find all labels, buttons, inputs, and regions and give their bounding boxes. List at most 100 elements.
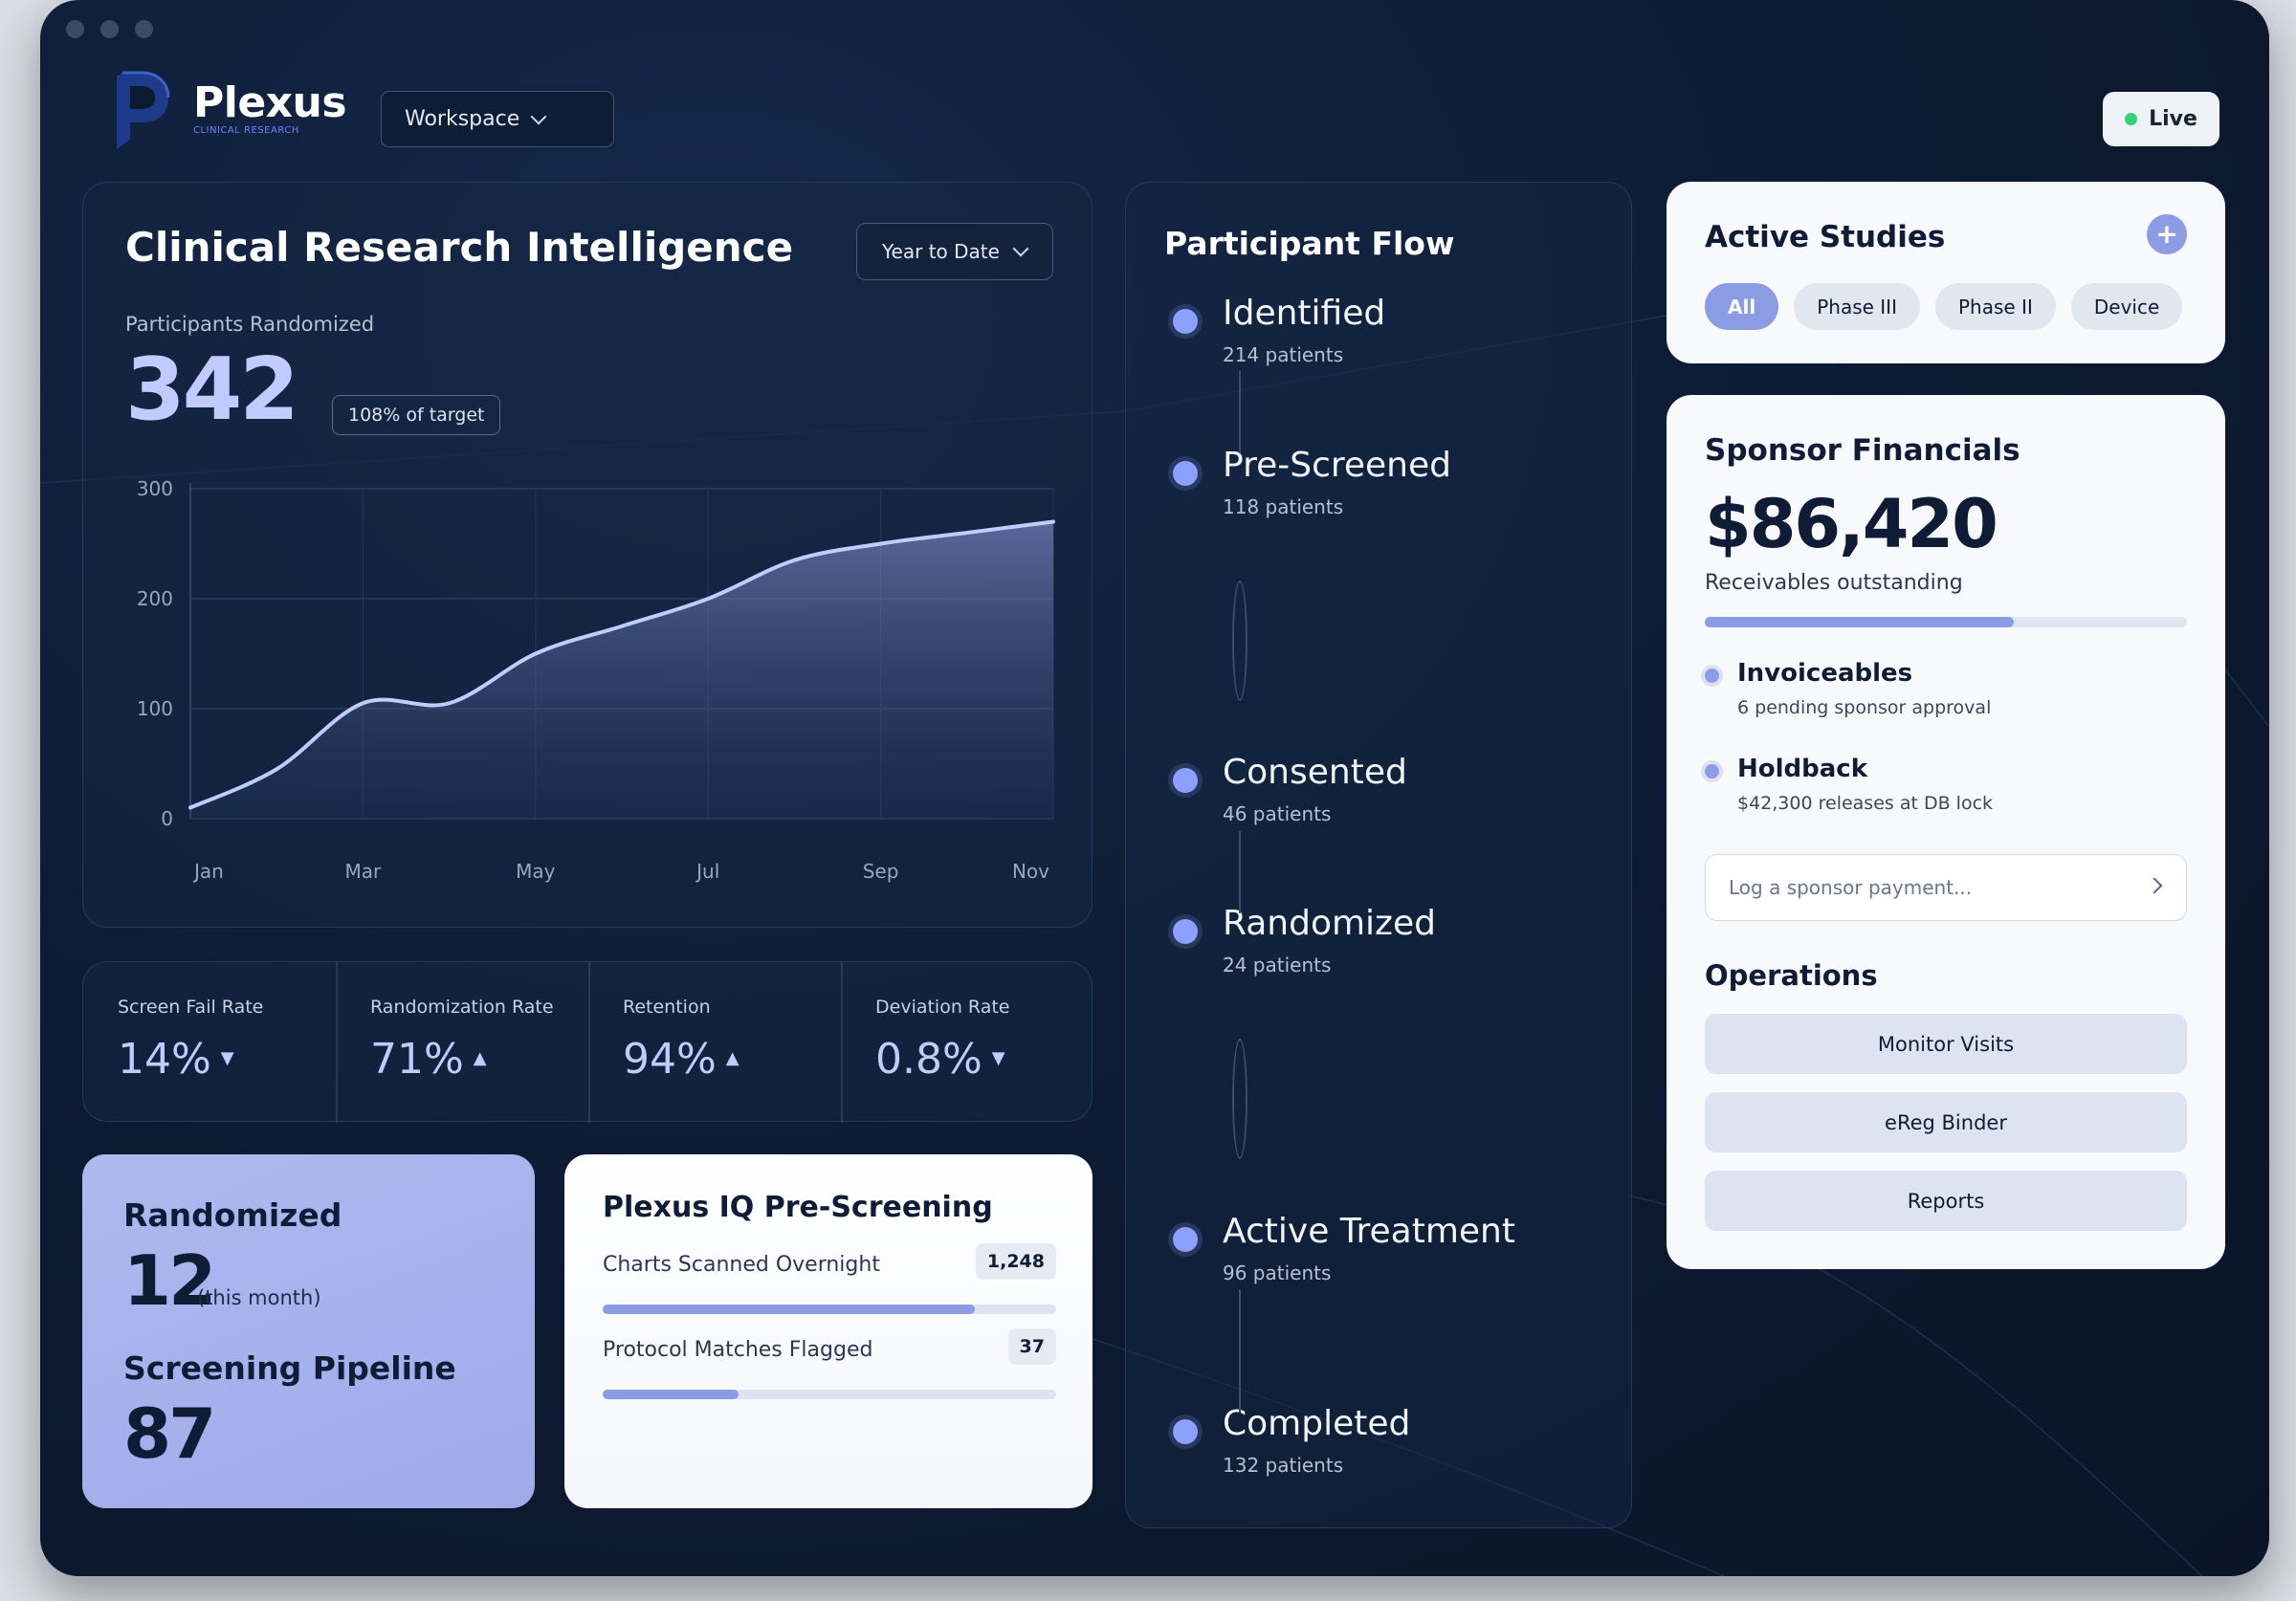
stage-count: 214 patients	[1223, 343, 1344, 366]
stage-name: Active Treatment	[1223, 1212, 1515, 1251]
chart-data-point	[1052, 521, 1054, 522]
filter-pill-phase-iii[interactable]: Phase III	[1794, 283, 1920, 330]
active-studies-title: Active Studies	[1705, 220, 1946, 254]
flow-gap-indicator	[1232, 1039, 1247, 1159]
financial-item-detail: 6 pending sponsor approval	[1737, 697, 1992, 718]
prescreen-progress-fill	[603, 1305, 975, 1314]
trend-down-icon: ▼	[220, 1048, 234, 1068]
stage-name: Consented	[1223, 753, 1407, 792]
pipeline-title: Screening Pipeline	[123, 1349, 456, 1387]
trend-up-icon: ▲	[473, 1048, 487, 1068]
metric-number: 0.8%	[875, 1035, 982, 1084]
metric-value: 94% ▲	[623, 1035, 740, 1084]
operation-button-ereg-binder[interactable]: eReg Binder	[1705, 1092, 2187, 1152]
metric-value: 71% ▲	[370, 1035, 487, 1084]
filter-pill-phase-ii[interactable]: Phase II	[1934, 283, 2056, 330]
workspace-dropdown[interactable]: Workspace	[381, 91, 614, 147]
stage-count: 132 patients	[1223, 1454, 1344, 1477]
metric-value: 0.8% ▼	[875, 1035, 1005, 1084]
stage-count: 118 patients	[1223, 495, 1344, 518]
live-indicator-icon	[2125, 113, 2138, 125]
operation-button-monitor-visits[interactable]: Monitor Visits	[1705, 1014, 2187, 1074]
app-window: Plexus CLINICAL RESEARCH Workspace Live …	[40, 0, 2269, 1576]
target-badge: 108% of target	[332, 395, 501, 435]
filter-pill-device[interactable]: Device	[2070, 283, 2183, 330]
chart-data-point	[189, 807, 191, 808]
active-studies-card: Active Studies + All Phase III Phase II Dev…	[1667, 182, 2225, 363]
minimize-window-dot[interactable]	[100, 20, 119, 38]
stage-marker-icon	[1173, 309, 1198, 334]
trend-down-icon: ▼	[991, 1048, 1005, 1068]
pipeline-value: 87	[123, 1393, 216, 1474]
brand: Plexus CLINICAL RESEARCH	[193, 78, 347, 136]
randomized-card: Randomized 12 (this month) Screening Pip…	[82, 1154, 535, 1508]
metric-card: Deviation Rate 0.8% ▼	[841, 962, 1093, 1123]
window-controls	[66, 20, 153, 38]
financial-item-detail: $42,300 releases at DB lock	[1737, 793, 1994, 814]
chart-data-point	[621, 625, 623, 627]
chart-data-point	[276, 768, 277, 770]
stage-marker-icon	[1173, 919, 1198, 944]
live-status-badge[interactable]: Live	[2103, 92, 2219, 146]
add-study-button[interactable]: +	[2147, 214, 2187, 254]
metric-value: 14% ▼	[118, 1035, 234, 1084]
prescreen-progress-fill	[603, 1390, 740, 1399]
sponsor-payment-input[interactable]	[1705, 854, 2187, 921]
stage-marker-icon	[1173, 1227, 1198, 1252]
prescreen-progress-track	[603, 1390, 1056, 1399]
metric-divider	[841, 962, 843, 1123]
chart-area-fill	[190, 521, 1053, 819]
randomization-chart: 0 100 200 300 Jan Mar May Jul Sep Nov	[137, 477, 1055, 883]
x-tick-label: Nov	[1012, 860, 1049, 883]
stage-count: 24 patients	[1223, 954, 1332, 976]
stage-count: 46 patients	[1223, 802, 1332, 825]
randomized-value: 12	[123, 1240, 216, 1321]
overview-panel: Clinical Research Intelligence Year to D…	[82, 182, 1093, 928]
brand-subtitle: CLINICAL RESEARCH	[193, 125, 299, 136]
y-tick-label: 0	[161, 807, 173, 830]
chart-data-point	[880, 543, 882, 544]
randomized-subtitle: (this month)	[197, 1286, 321, 1309]
y-tick-label: 100	[137, 697, 173, 720]
period-label: Year to Date	[882, 240, 1000, 263]
flow-gap-indicator	[1232, 581, 1247, 701]
kpi-label: Participants Randomized	[125, 313, 375, 336]
prescreening-title: Plexus IQ Pre-Screening	[603, 1191, 993, 1224]
live-label: Live	[2149, 107, 2197, 131]
bullet-icon	[1705, 669, 1719, 683]
stage-count: 96 patients	[1223, 1261, 1332, 1284]
operation-button-reports[interactable]: Reports	[1705, 1171, 2187, 1231]
x-tick-label: Jan	[192, 860, 224, 883]
plexus-logo-icon	[117, 71, 170, 149]
prescreen-progress-track	[603, 1305, 1056, 1314]
metric-label: Deviation Rate	[875, 997, 1010, 1018]
brand-name: Plexus	[193, 78, 347, 127]
stage-marker-icon	[1173, 461, 1198, 486]
prescreening-card: Plexus IQ Pre-Screening Charts Scanned O…	[564, 1154, 1093, 1508]
stage-marker-icon	[1173, 1419, 1198, 1444]
overview-title: Clinical Research Intelligence	[125, 224, 794, 271]
maximize-window-dot[interactable]	[135, 20, 153, 38]
financial-item-title: Holdback	[1737, 755, 1868, 783]
metric-number: 14%	[118, 1035, 211, 1084]
x-tick-label: May	[516, 860, 556, 883]
chart-data-point	[793, 559, 795, 561]
trend-up-icon: ▲	[725, 1048, 740, 1068]
stage-name: Pre-Screened	[1223, 446, 1451, 485]
metric-divider	[588, 962, 590, 1123]
period-dropdown[interactable]: Year to Date	[856, 223, 1053, 280]
stage-name: Completed	[1223, 1404, 1411, 1443]
chart-data-point	[966, 532, 968, 534]
metric-card: Randomization Rate 71% ▲	[336, 962, 588, 1123]
stage-name: Identified	[1223, 294, 1386, 333]
receivables-progress-track	[1705, 617, 2187, 627]
filter-pill-all[interactable]: All	[1705, 283, 1779, 330]
workspace-label: Workspace	[405, 107, 520, 131]
x-tick-label: Sep	[863, 860, 899, 883]
close-window-dot[interactable]	[66, 20, 84, 38]
metric-label: Randomization Rate	[370, 997, 554, 1018]
receivables-label: Receivables outstanding	[1705, 571, 1963, 595]
prescreen-label: Charts Scanned Overnight	[603, 1253, 880, 1277]
metric-card: Retention 94% ▲	[588, 962, 841, 1123]
financials-title: Sponsor Financials	[1705, 433, 2020, 468]
